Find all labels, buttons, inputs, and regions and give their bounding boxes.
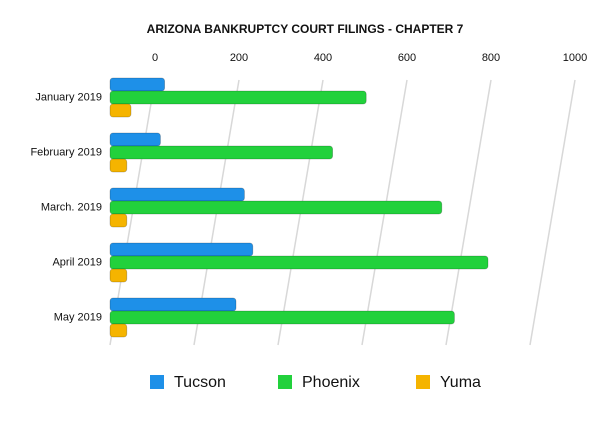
x-tick-label: 600 xyxy=(398,52,416,64)
bar xyxy=(109,323,128,338)
y-tick-label: March. 2019 xyxy=(41,201,102,213)
x-tick-label: 200 xyxy=(230,52,248,64)
bar xyxy=(109,77,165,92)
y-tick-label: February 2019 xyxy=(30,146,102,158)
grid-line xyxy=(529,79,576,346)
legend-label: Tucson xyxy=(174,374,226,391)
bar xyxy=(109,187,245,202)
legend-swatch xyxy=(278,375,292,389)
bar xyxy=(109,213,128,228)
x-tick-label: 0 xyxy=(152,52,158,64)
chart-title: ARIZONA BANKRUPTCY COURT FILINGS - CHAPT… xyxy=(147,22,464,36)
y-tick-label: May 2019 xyxy=(54,311,102,323)
bar xyxy=(109,145,334,160)
bar xyxy=(109,297,237,312)
bar xyxy=(109,310,455,325)
bar xyxy=(109,242,254,257)
legend-label: Yuma xyxy=(440,374,481,391)
bar xyxy=(109,132,161,147)
bar xyxy=(109,268,128,283)
x-tick-label: 1000 xyxy=(563,52,587,64)
x-tick-label: 800 xyxy=(482,52,500,64)
legend-swatch xyxy=(150,375,164,389)
bar xyxy=(109,158,128,173)
legend-label: Phoenix xyxy=(302,374,360,391)
legend-swatch xyxy=(416,375,430,389)
y-tick-label: April 2019 xyxy=(52,256,102,268)
bar xyxy=(109,90,367,105)
bar xyxy=(109,103,132,118)
bar xyxy=(109,255,489,270)
bar xyxy=(109,200,443,215)
x-tick-label: 400 xyxy=(314,52,332,64)
y-tick-label: January 2019 xyxy=(35,91,102,103)
grid-line xyxy=(445,79,492,346)
